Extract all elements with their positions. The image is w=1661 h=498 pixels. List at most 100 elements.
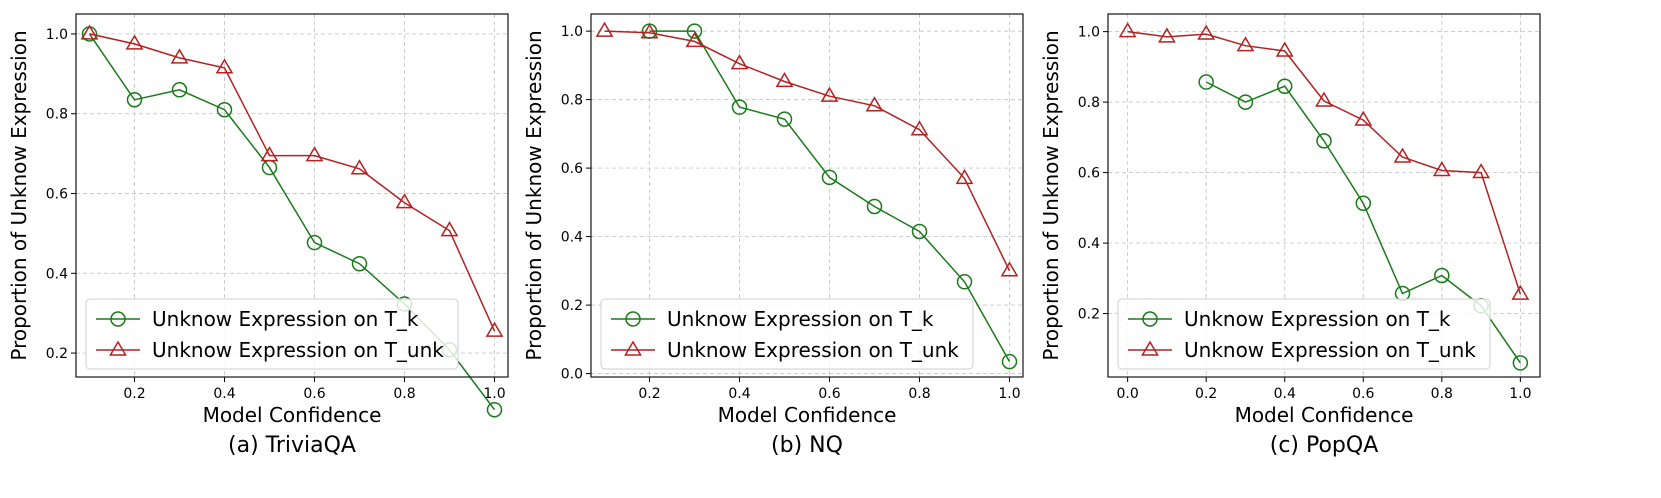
legend-marker-circle [1142, 311, 1158, 327]
legend-marker-triangle [1141, 340, 1159, 356]
x-tick-label: 0.0 [1117, 386, 1139, 402]
legend-marker-triangle [109, 340, 127, 356]
data-point-triangle [1236, 36, 1255, 52]
data-point-triangle [395, 193, 414, 209]
y-tick-label: 0.6 [561, 161, 583, 177]
x-tick-label: 1.0 [998, 386, 1020, 402]
data-point-circle [216, 101, 233, 118]
data-point-triangle [125, 34, 144, 50]
data-point-circle [306, 234, 323, 251]
legend-box [600, 298, 974, 370]
x-tick-label: 0.8 [393, 386, 415, 402]
data-point-triangle [350, 159, 369, 175]
data-point-triangle [1354, 110, 1373, 126]
data-point-triangle [910, 120, 929, 136]
data-point-triangle [1000, 261, 1019, 277]
legend-label: Unknow Expression on T_unk [1184, 338, 1476, 362]
data-point-circle [1237, 94, 1254, 110]
y-tick-label: 0.2 [1078, 307, 1100, 323]
legend-marker-circle [110, 311, 126, 327]
x-tick-label: 0.6 [1352, 386, 1374, 402]
data-point-triangle [730, 54, 749, 70]
data-point-triangle [305, 146, 324, 162]
data-point-circle [126, 92, 143, 108]
data-point-triangle [1511, 284, 1530, 300]
x-tick-label: 0.2 [1195, 386, 1217, 402]
data-point-triangle [1118, 22, 1137, 38]
data-point-circle [1512, 355, 1529, 371]
chart-panel-2: 0.2 0.4 0.6 0.8 1.0 0.0 0.2 0.4 0.6 0.8 1.0 Unknow … [522, 13, 1024, 458]
y-tick-label: 0.4 [561, 230, 583, 246]
data-point-triangle [595, 21, 614, 37]
data-point-triangle [485, 321, 504, 337]
data-point-triangle [775, 71, 794, 88]
chart-caption: (b) NQ [771, 433, 843, 458]
y-tick-label: 1.0 [1078, 25, 1100, 41]
series-line-2 [1127, 30, 1522, 295]
data-point-circle [1434, 267, 1450, 284]
series-line-2 [89, 33, 496, 332]
y-tick-label: 0.4 [1078, 236, 1100, 252]
legend-marker-triangle [624, 340, 642, 356]
x-tick-label: 0.4 [728, 386, 750, 402]
chart-panel-1: 0.2 0.4 0.6 0.8 1.0 0.2 0.4 0.6 0.8 1.0 Unknow Exp… [7, 13, 509, 458]
data-point-triangle [685, 31, 704, 48]
data-point-triangle [640, 23, 659, 39]
plot-frame [75, 13, 509, 378]
x-tick-label: 0.4 [1274, 386, 1296, 402]
data-point-triangle [80, 24, 99, 40]
x-tick-label: 1.0 [483, 386, 505, 402]
y-tick-label: 0.6 [1078, 166, 1100, 182]
y-tick-label: 0.8 [46, 107, 68, 123]
x-tick-label: 0.8 [1431, 386, 1453, 402]
data-point-circle [171, 82, 188, 98]
data-point-circle [821, 169, 838, 186]
data-point-triangle [170, 48, 189, 64]
legend-marker-circle [625, 311, 641, 327]
plot-frame [1107, 13, 1541, 378]
data-point-circle [911, 223, 928, 240]
data-point-circle [1316, 133, 1332, 149]
data-point-circle [776, 111, 793, 127]
legend-label: Unknow Expression on T_unk [152, 338, 444, 362]
legend-label: Unknow Expression on T_k [667, 307, 934, 331]
data-point-triangle [1393, 147, 1412, 163]
y-axis-label: Proportion of Unknow Expression [522, 30, 546, 360]
data-point-circle [1198, 74, 1214, 90]
y-axis-label: Proportion of Unknow Expression [1039, 30, 1063, 360]
data-point-circle [1001, 353, 1018, 370]
x-tick-label: 0.6 [303, 386, 325, 402]
series-line-1 [649, 30, 1011, 362]
data-point-circle [1276, 78, 1293, 94]
chart-panel-3: 0.0 0.2 0.4 0.6 0.8 1.0 0.2 0.4 0.6 0.8 1.0 Unknow … [1039, 13, 1541, 458]
data-point-triangle [865, 96, 884, 112]
x-axis-label: Model Confidence [718, 403, 897, 427]
y-tick-label: 0.8 [1078, 95, 1100, 111]
plot-frame [590, 13, 1024, 378]
legend-label: Unknow Expression on T_k [152, 307, 419, 331]
data-point-triangle [955, 168, 974, 185]
data-point-triangle [215, 58, 234, 74]
data-point-triangle [260, 146, 279, 162]
x-tick-label: 0.4 [213, 386, 235, 402]
data-point-triangle [1432, 160, 1451, 177]
x-axis-label: Model Confidence [1235, 403, 1414, 427]
x-axis-label: Model Confidence [203, 403, 382, 427]
x-tick-label: 0.6 [818, 386, 840, 402]
legend-label: Unknow Expression on T_unk [667, 338, 959, 362]
data-point-triangle [1275, 41, 1294, 57]
data-point-triangle [820, 86, 839, 102]
series-line-2 [604, 30, 1011, 272]
y-tick-label: 1.0 [46, 27, 68, 43]
y-tick-label: 0.0 [561, 367, 583, 383]
data-point-circle [866, 198, 883, 215]
x-tick-label: 0.2 [638, 386, 660, 402]
x-tick-label: 0.8 [908, 386, 930, 402]
data-point-triangle [440, 221, 459, 237]
data-point-circle [731, 99, 748, 115]
y-tick-label: 0.4 [46, 266, 68, 282]
legend-box [85, 298, 459, 370]
chart-caption: (c) PopQA [1270, 433, 1379, 458]
legend-label: Unknow Expression on T_k [1184, 307, 1451, 331]
